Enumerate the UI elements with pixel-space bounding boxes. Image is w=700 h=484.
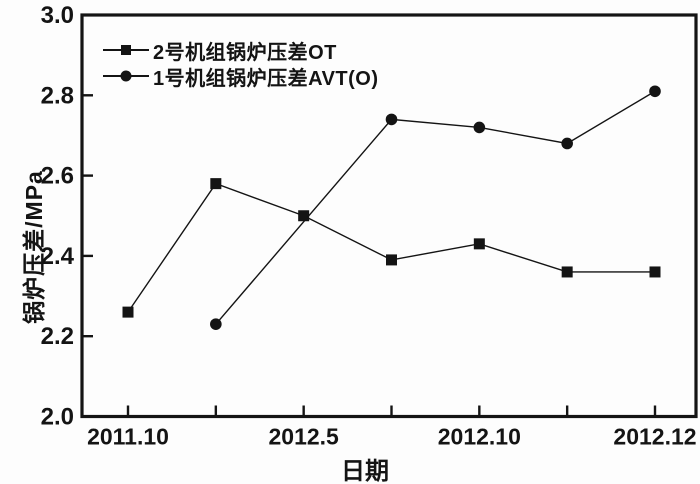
x-tick-label: 2012.12 xyxy=(613,424,696,450)
data-point-marker xyxy=(385,113,398,126)
data-point-marker xyxy=(561,266,573,278)
x-axis-title: 日期 xyxy=(341,458,389,484)
plot-border xyxy=(80,13,698,419)
circle-marker-icon xyxy=(103,70,149,82)
legend-label: 1号机组锅炉压差AVT(O) xyxy=(153,67,379,90)
square-marker-icon xyxy=(103,45,149,55)
x-tick-label: 2012.10 xyxy=(438,424,521,450)
legend: 2号机组锅炉压差OT 1号机组锅炉压差AVT(O) xyxy=(103,37,379,90)
y-tick-label: 2.6 xyxy=(41,163,74,190)
y-tick-label: 2.8 xyxy=(41,82,74,109)
y-tick-label: 2.2 xyxy=(41,323,74,350)
y-tick-label: 2.0 xyxy=(41,404,74,431)
y-tick-label: 2.4 xyxy=(41,243,75,270)
data-point-marker xyxy=(298,210,310,222)
data-point-marker xyxy=(386,254,397,266)
series-line xyxy=(127,182,655,313)
data-point-marker xyxy=(210,318,222,330)
data-point-marker xyxy=(649,266,661,278)
data-point-marker xyxy=(649,85,661,98)
x-tick-label: 2011.10 xyxy=(87,424,169,450)
data-point-marker xyxy=(122,306,134,318)
legend-entry: 2号机组锅炉压差OT xyxy=(103,37,379,64)
data-point-marker xyxy=(210,178,222,190)
legend-entry: 1号机组锅炉压差AVT(O) xyxy=(103,63,379,90)
y-axis-title: 锅炉压差/MPa xyxy=(21,170,47,324)
data-point-marker xyxy=(561,137,573,150)
y-tick-label: 3.0 xyxy=(41,2,74,29)
data-point-marker xyxy=(473,121,486,134)
data-point-marker xyxy=(473,238,485,250)
x-tick-label: 2012.5 xyxy=(268,424,339,450)
legend-label: 2号机组锅炉压差OT xyxy=(153,41,337,64)
